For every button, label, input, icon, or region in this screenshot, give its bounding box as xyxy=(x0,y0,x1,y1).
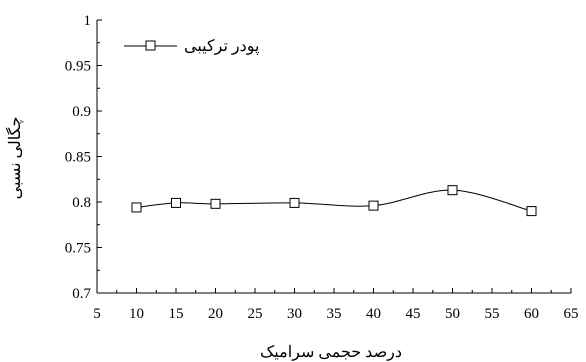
x-tick-label: 25 xyxy=(248,306,263,322)
legend-label: پودر ترکیبی xyxy=(184,38,259,55)
x-tick-label: 20 xyxy=(208,306,223,322)
x-tick-label: 40 xyxy=(366,306,381,322)
series-layer xyxy=(131,185,537,217)
x-tick-label: 65 xyxy=(564,306,579,322)
y-tick-label: 0.85 xyxy=(65,150,91,166)
x-tick-label: 55 xyxy=(485,306,500,322)
x-tick-label: 5 xyxy=(93,306,101,322)
axes xyxy=(96,20,571,294)
y-tick-label: 0.7 xyxy=(72,286,91,302)
y-tick-label: 0.75 xyxy=(65,241,91,257)
x-axis-ticks: 5 10 15 20 25 30 35 40 45 50 55 60 65 xyxy=(93,288,579,322)
x-tick-label: 50 xyxy=(445,306,460,322)
data-point-marker xyxy=(171,197,181,208)
legend-marker-square xyxy=(145,40,156,51)
y-tick-label: 1 xyxy=(84,13,92,29)
y-tick-label: 0.9 xyxy=(72,104,91,120)
data-point-marker xyxy=(131,202,142,213)
data-point-marker xyxy=(289,197,300,208)
data-point-marker xyxy=(447,185,458,196)
series-line xyxy=(136,189,532,212)
data-point-marker xyxy=(368,200,379,211)
y-axis-ticks: 0.7 0.75 0.8 0.85 0.9 0.95 1 xyxy=(65,13,102,302)
data-point-marker xyxy=(210,198,221,209)
x-tick-label: 30 xyxy=(287,306,302,322)
x-tick-label: 45 xyxy=(406,306,421,322)
x-tick-label: 10 xyxy=(129,306,144,322)
y-tick-label: 0.95 xyxy=(65,59,91,75)
y-tick-label: 0.8 xyxy=(72,195,91,211)
x-tick-label: 35 xyxy=(327,306,342,322)
data-point-marker xyxy=(526,206,537,217)
x-axis-title: درصد حجمی سرامیک xyxy=(260,344,402,361)
x-tick-label: 60 xyxy=(524,306,539,322)
x-tick-label: 15 xyxy=(169,306,184,322)
y-axis-title: چگالی نسبی xyxy=(5,117,24,200)
legend: پودر ترکیبی xyxy=(124,38,259,55)
